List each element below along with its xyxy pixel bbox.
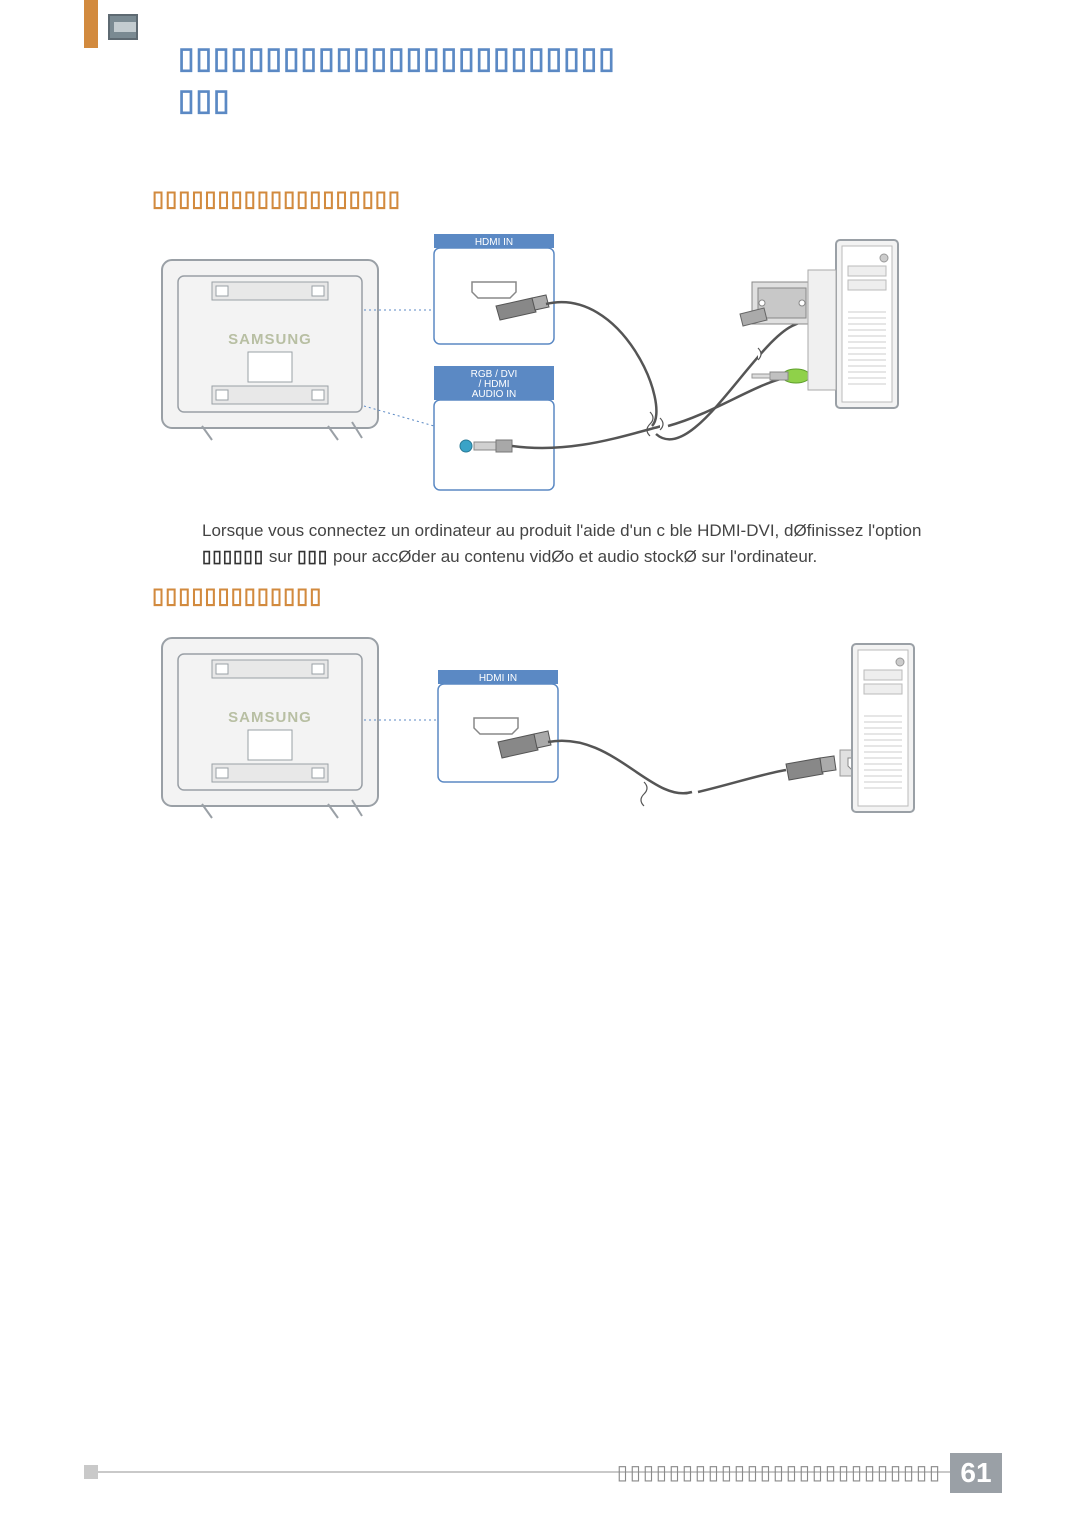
pc-tower [808,240,898,408]
hdmi-in-label-2: HDMI IN [479,673,517,684]
hdmi-in-label: HDMI IN [475,237,513,248]
chapter-title: ▯▯▯▯▯▯▯▯▯▯▯▯▯▯▯▯▯▯▯▯▯▯▯▯▯ ▯▯▯ [178,38,958,122]
body-paragraph: Lorsque vous connectez un ordinateur au … [202,518,952,569]
footer-accent [84,1465,98,1479]
top-accent-bar [84,0,98,48]
section-1-title: ▯▯▯▯▯▯▯▯▯▯▯▯▯▯▯▯▯▯▯ [152,186,401,212]
monitor-brand-text: SAMSUNG [228,331,312,348]
chapter-title-line1: ▯▯▯▯▯▯▯▯▯▯▯▯▯▯▯▯▯▯▯▯▯▯▯▯▯ [178,42,616,75]
hdmi-in-callout-2: HDMI IN [438,670,558,782]
monitor-rear-2: SAMSUNG [162,638,378,818]
section-2-title: ▯▯▯▯▯▯▯▯▯▯▯▯▯ [152,583,322,609]
body-mid-2: pour accØder au contenu vidØo et audio s… [328,547,817,566]
footer-chapter-label: ▯▯▯▯▯▯▯▯▯▯▯▯▯▯▯▯▯▯▯▯▯▯▯▯▯ [617,1460,942,1485]
chapter-title-line2: ▯▯▯ [178,84,231,117]
body-bold-2: ▯▯▯ [297,547,328,566]
hdmi-cable [498,731,880,806]
monitor-brand-text-2: SAMSUNG [228,709,312,726]
body-bold-1: ▯▯▯▯▯▯ [202,547,264,566]
monitor-rear: SAMSUNG [162,260,378,440]
chapter-icon [108,14,138,40]
page-number: 61 [950,1453,1002,1493]
audio-in-callout: RGB / DVI / HDMI AUDIO IN [434,366,554,490]
diagram-hdmi: SAMSUNG HDMI IN [152,624,936,852]
diagram-hdmi-dvi: SAMSUNG HDMI IN RGB / DVI / HDMI [152,226,936,502]
audio-cable [512,369,823,448]
hdmi-in-callout: HDMI IN [434,234,554,344]
body-line1: Lorsque vous connectez un ordinateur au … [202,521,921,540]
body-mid-1: sur [264,547,297,566]
pc-tower-2 [852,644,914,812]
chapter-icon-inner [114,22,136,32]
audio-in-label-3: AUDIO IN [472,389,516,400]
